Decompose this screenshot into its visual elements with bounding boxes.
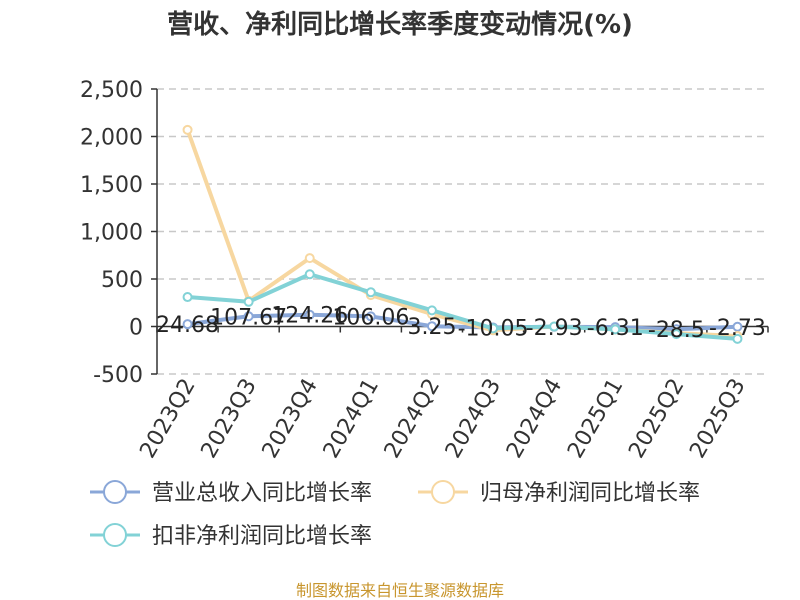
x-tick-label: 2024Q2	[380, 375, 445, 463]
data-label: -6.31	[587, 316, 644, 341]
legend-item: 归母净利润同比增长率	[418, 480, 700, 506]
data-point	[304, 269, 315, 280]
x-tick-label: 2025Q1	[563, 375, 628, 463]
y-tick-label: 1,500	[80, 173, 143, 198]
legend-label: 归母净利润同比增长率	[480, 481, 700, 506]
series-line-3	[185, 272, 740, 341]
y-tick-label: -500	[93, 363, 143, 388]
series-layer	[182, 124, 743, 344]
data-label: 24.68	[156, 313, 219, 338]
data-label: -10.05	[458, 316, 529, 341]
data-label: -2.73	[709, 316, 766, 341]
axis-layer: -500 0 500 1,000 1,500 2,000 2,500 2023Q22023Q3…	[80, 78, 769, 463]
legend-item: 扣非净利润同比增长率	[90, 523, 372, 549]
data-point	[488, 323, 499, 334]
data-point	[304, 309, 315, 320]
legend-marker	[103, 523, 127, 547]
data-point	[304, 253, 315, 264]
data-label: 3.25	[407, 315, 456, 340]
data-point	[182, 319, 193, 330]
legend-label: 营业总收入同比增长率	[152, 481, 372, 506]
x-tick-label: 2025Q3	[685, 375, 750, 463]
data-point	[671, 329, 682, 340]
source-note: 制图数据来自恒生聚源数据库	[296, 581, 504, 600]
x-tick-label: 2024Q4	[502, 375, 567, 463]
legend-marker	[431, 480, 455, 504]
data-point	[243, 311, 254, 322]
data-point	[732, 321, 743, 332]
x-tick-label: 2023Q3	[197, 375, 262, 463]
x-tick-label: 2023Q2	[135, 375, 200, 463]
data-point	[610, 324, 621, 335]
data-point	[182, 292, 193, 303]
series-line-1	[185, 312, 740, 332]
legend-item: 营业总收入同比增长率	[90, 480, 372, 506]
x-tick-label: 2024Q3	[441, 375, 506, 463]
data-point	[365, 311, 376, 322]
data-point	[182, 124, 193, 135]
y-tick-label: 0	[129, 316, 143, 341]
legend-marker	[103, 480, 127, 504]
grid-layer	[157, 88, 768, 375]
y-tick-label: 2,500	[80, 78, 143, 103]
y-tick-label: 1,000	[80, 221, 143, 246]
data-point	[549, 321, 560, 332]
y-tick-label: 2,000	[80, 126, 143, 151]
data-label: 124.26	[271, 304, 348, 329]
y-tick-label: 500	[101, 268, 143, 293]
data-point	[243, 296, 254, 307]
data-point	[732, 333, 743, 344]
data-label: 107.67	[210, 305, 287, 330]
data-point	[426, 321, 437, 332]
x-tick-label: 2025Q2	[624, 375, 689, 463]
data-point	[426, 305, 437, 316]
legend-label: 扣非净利润同比增长率	[152, 524, 372, 549]
data-point	[365, 287, 376, 298]
data-label: -28.5	[648, 318, 705, 343]
x-tick-label: 2023Q4	[258, 375, 323, 463]
data-label: -2.93	[526, 316, 583, 341]
data-label: 106.06	[332, 305, 409, 330]
chart-title: 营收、净利同比增长率季度变动情况(%)	[167, 9, 633, 40]
x-tick-label: 2024Q1	[319, 375, 384, 463]
